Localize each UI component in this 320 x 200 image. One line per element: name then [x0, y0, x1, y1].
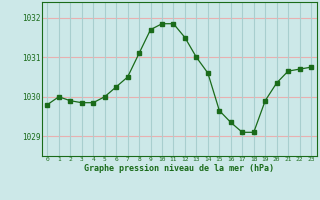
X-axis label: Graphe pression niveau de la mer (hPa): Graphe pression niveau de la mer (hPa) — [84, 164, 274, 173]
